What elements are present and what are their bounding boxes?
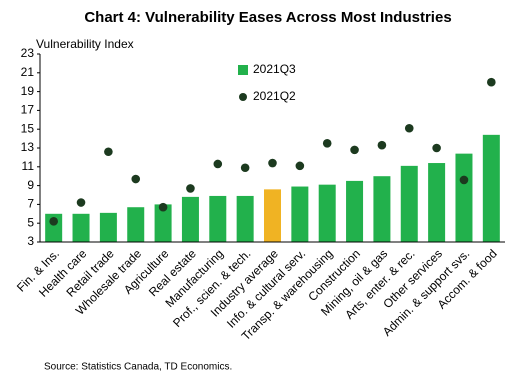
bar	[181, 196, 199, 242]
y-tick-label: 19	[21, 84, 35, 98]
bar	[346, 180, 364, 242]
legend-label: 2021Q2	[253, 89, 296, 103]
y-tick-label: 17	[21, 103, 35, 117]
bar	[209, 195, 227, 242]
bar	[154, 204, 172, 242]
y-tick-label: 23	[21, 46, 35, 60]
dot	[487, 77, 496, 87]
bar	[428, 163, 446, 242]
y-axis-label: Vulnerability Index	[36, 37, 134, 51]
source-note: Source: Statistics Canada, TD Economics.	[44, 362, 232, 373]
dot	[295, 161, 305, 171]
y-tick-label: 11	[22, 159, 35, 173]
y-tick-label: 15	[21, 121, 35, 135]
bar	[482, 134, 500, 242]
y-tick-label: 21	[21, 65, 35, 79]
bar	[99, 212, 117, 242]
dot	[322, 139, 332, 148]
legend-swatch	[239, 93, 247, 101]
dot	[404, 123, 414, 133]
bar	[72, 213, 90, 242]
chart-title: Chart 4: Vulnerability Eases Across Most…	[84, 9, 451, 26]
bar	[291, 186, 309, 242]
dot	[350, 145, 359, 155]
y-tick-label: 3	[27, 234, 34, 248]
legend-swatch	[238, 65, 248, 75]
bar	[400, 165, 418, 242]
dot	[240, 163, 250, 173]
bar	[373, 176, 391, 242]
y-tick-label: 5	[27, 215, 34, 229]
y-tick-label: 13	[21, 140, 35, 154]
dot	[432, 143, 441, 153]
bar	[264, 189, 281, 242]
dot	[459, 175, 469, 185]
legend-label: 2021Q3	[253, 62, 296, 76]
bar	[236, 195, 254, 242]
dot	[104, 147, 113, 157]
dot	[213, 159, 223, 169]
bar	[318, 184, 336, 242]
bar	[127, 207, 145, 242]
dot	[377, 140, 387, 150]
dot	[49, 217, 58, 226]
dot	[268, 158, 277, 168]
dot	[131, 174, 141, 184]
bar	[455, 153, 473, 242]
y-tick-label: 9	[27, 178, 34, 192]
dot	[76, 198, 86, 207]
y-tick-label: 7	[27, 197, 34, 211]
dot	[158, 202, 168, 212]
dot	[186, 184, 195, 193]
